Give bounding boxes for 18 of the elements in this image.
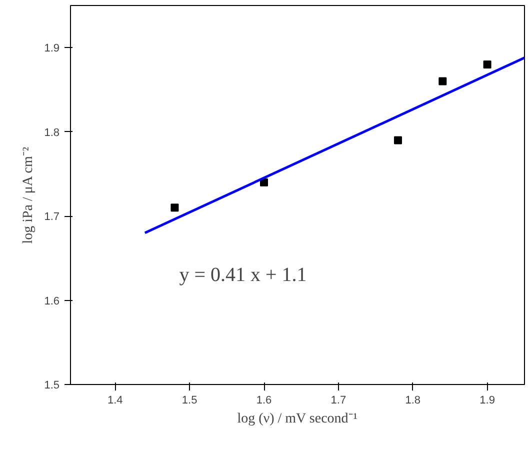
x-tick-label: 1.9 bbox=[480, 394, 495, 406]
point bbox=[438, 77, 447, 86]
y-axis-title: log iPa / μA cm⁻² bbox=[21, 146, 36, 244]
x-tick-label: 1.8 bbox=[405, 394, 421, 406]
x-tick-label: 1.4 bbox=[108, 394, 123, 406]
annotation: y = 0.41 x + 1.1 bbox=[179, 264, 307, 286]
point bbox=[483, 60, 492, 68]
x-tick-label: 1.5 bbox=[182, 394, 198, 406]
y-tick-label: 1.7 bbox=[44, 211, 60, 224]
x-axis-title: log (ν) / mV second⁻¹ bbox=[237, 412, 358, 426]
x-tick-label: 1.7 bbox=[330, 394, 346, 406]
y-tick-label: 1.5 bbox=[44, 380, 60, 392]
y-tick-label: 1.6 bbox=[44, 295, 60, 308]
x-tick-label: 1.6 bbox=[256, 394, 272, 406]
point bbox=[394, 136, 402, 144]
y-tick-label: 1.9 bbox=[44, 42, 60, 55]
point bbox=[170, 204, 179, 212]
y-tick-label: 1.8 bbox=[44, 126, 60, 139]
